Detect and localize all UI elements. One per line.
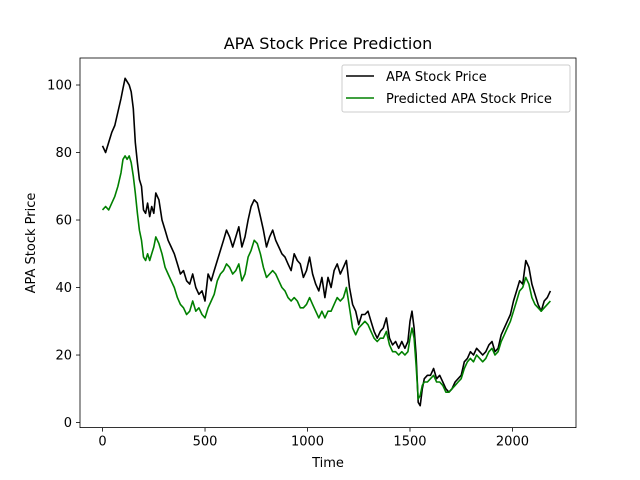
x-tick-label: 2000 xyxy=(496,435,529,450)
plot-frame xyxy=(79,57,577,429)
x-tick-label: 500 xyxy=(193,435,218,450)
x-axis-label: Time xyxy=(311,456,344,471)
y-axis-label: APA Stock Price xyxy=(24,193,39,294)
plot-area xyxy=(79,57,577,429)
y-tick-label: 0 xyxy=(64,416,72,431)
series-line-actual xyxy=(101,77,552,407)
y-tick-label: 100 xyxy=(47,79,72,94)
y-tick-label: 20 xyxy=(55,349,72,364)
legend-label-actual: APA Stock Price xyxy=(386,70,487,85)
x-axis: 0 500 1000 1500 2000 xyxy=(98,427,529,450)
y-tick-label: 40 xyxy=(55,281,72,296)
legend: APA Stock Price Predicted APA Stock Pric… xyxy=(341,64,571,113)
legend-box xyxy=(341,64,571,113)
x-tick-label: 1500 xyxy=(393,435,426,450)
series-line-predicted xyxy=(101,155,551,400)
chart-title: APA Stock Price Prediction xyxy=(224,34,433,53)
y-tick-label: 80 xyxy=(55,146,72,161)
legend-label-predicted: Predicted APA Stock Price xyxy=(386,92,552,107)
x-tick-label: 0 xyxy=(98,435,106,450)
y-axis: 0 20 40 60 80 100 xyxy=(47,79,80,431)
series-layer xyxy=(101,77,552,407)
x-tick-label: 1000 xyxy=(291,435,324,450)
y-tick-label: 60 xyxy=(55,214,72,229)
